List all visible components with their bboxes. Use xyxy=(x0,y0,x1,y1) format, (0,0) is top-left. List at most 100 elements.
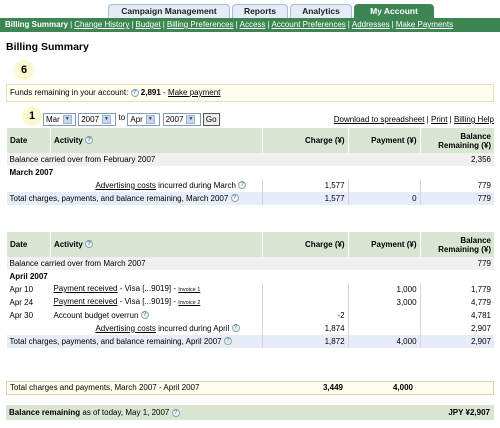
table-row: Apr 24 Payment received - Visa [...9019]… xyxy=(6,296,494,309)
header-activity: Activity ? xyxy=(49,232,263,257)
advertising-costs-link[interactable]: Advertising costs xyxy=(95,323,156,333)
tab-campaign-management[interactable]: Campaign Management xyxy=(108,4,230,18)
carried-balance: 779 xyxy=(420,257,494,270)
chevron-down-icon: ▼ xyxy=(186,115,196,125)
payment-received-link[interactable]: Payment received xyxy=(53,284,118,293)
help-icon[interactable]: ? xyxy=(223,337,232,346)
help-icon[interactable]: ? xyxy=(230,194,239,203)
subnav-change-history[interactable]: Change History xyxy=(74,20,130,29)
row-payment xyxy=(347,179,421,192)
table-row: Apr 30 Account budget overrun ? -2 4,781 xyxy=(6,309,494,322)
funds-label: Funds remaining in your account: xyxy=(10,88,129,97)
total-label: Total charges, payments, and balance rem… xyxy=(6,335,263,348)
table-row: Advertising costs incurred during March … xyxy=(6,179,494,192)
from-month-select[interactable]: Mar ▼ xyxy=(43,113,76,126)
subnav-budget[interactable]: Budget xyxy=(135,20,161,29)
row-balance: 4,781 xyxy=(419,309,494,322)
row-balance: 1,779 xyxy=(419,283,494,296)
row-balance: 2,907 xyxy=(419,322,494,335)
header-balance: Balance Remaining (¥) xyxy=(419,232,494,257)
row-activity: Payment received - Visa [...9019] - Invo… xyxy=(50,283,263,296)
help-icon[interactable]: ? xyxy=(231,324,240,333)
row-balance: 4,779 xyxy=(419,296,494,309)
row-charge: 1,577 xyxy=(261,179,349,192)
make-payment-link[interactable]: Make payment xyxy=(167,88,221,97)
header-charge: Charge (¥) xyxy=(261,128,349,153)
carried-balance: 2,356 xyxy=(420,153,494,166)
callout-badge: 6 xyxy=(14,60,34,80)
help-icon[interactable]: ? xyxy=(85,136,94,145)
subnav-billing-preferences[interactable]: Billing Preferences xyxy=(166,20,234,29)
month-label: March 2007 xyxy=(6,166,494,179)
subnav-make-payments[interactable]: Make Payments xyxy=(395,20,454,29)
header-date: Date xyxy=(6,128,51,153)
total-payment: 0 xyxy=(347,192,421,205)
help-icon[interactable]: ? xyxy=(140,311,149,320)
month-label: April 2007 xyxy=(6,270,494,283)
chevron-down-icon: ▼ xyxy=(102,115,112,125)
row-payment: 1,000 xyxy=(347,283,421,296)
header-charge: Charge (¥) xyxy=(261,232,349,257)
invoice-link[interactable]: Invoice 2 xyxy=(178,300,201,306)
grand-total-label: Total charges and payments, March 2007 -… xyxy=(10,383,200,392)
tab-reports[interactable]: Reports xyxy=(232,4,288,18)
total-charge: 1,872 xyxy=(261,335,349,348)
table-row: Balance carried over from March 2007 779 xyxy=(6,257,494,270)
help-icon[interactable]: ? xyxy=(85,240,94,249)
table-row: Balance carried over from February 2007 … xyxy=(6,153,494,166)
row-activity: Advertising costs incurred during April … xyxy=(50,322,263,335)
to-year-select[interactable]: 2007 ▼ xyxy=(162,113,201,126)
header-payment: Payment (¥) xyxy=(347,232,421,257)
help-icon[interactable]: ? xyxy=(238,181,247,190)
total-balance: 779 xyxy=(419,192,494,205)
total-charge: 1,577 xyxy=(261,192,349,205)
chevron-down-icon: ▼ xyxy=(145,115,155,125)
print-link[interactable]: Print xyxy=(430,115,448,124)
from-year-select[interactable]: 2007 ▼ xyxy=(78,113,117,126)
to-label: to xyxy=(118,113,126,122)
download-spreadsheet-link[interactable]: Download to spreadsheet xyxy=(333,115,425,124)
funds-remaining-box: Funds remaining in your account: ? 2,891… xyxy=(6,84,494,102)
to-month-select[interactable]: Apr ▼ xyxy=(127,113,161,126)
billing-table-march: Date Activity ? Charge (¥) Payment (¥) B… xyxy=(6,128,494,205)
go-button[interactable]: Go xyxy=(202,113,220,126)
row-activity: Account budget overrun ? xyxy=(50,309,263,322)
subnav-bar: Billing Summary | Change History | Budget | Bi… xyxy=(0,18,500,32)
invoice-link[interactable]: Invoice 1 xyxy=(178,287,201,293)
table-row: March 2007 xyxy=(6,166,494,179)
carried-label: Balance carried over from March 2007 xyxy=(6,257,421,270)
subnav-account-preferences[interactable]: Account Preferences xyxy=(271,20,346,29)
billing-table-april: Date Activity ? Charge (¥) Payment (¥) B… xyxy=(6,232,494,348)
subnav-access[interactable]: Access xyxy=(239,20,266,29)
total-label: Total charges, payments, and balance rem… xyxy=(6,192,263,205)
payment-received-link[interactable]: Payment received xyxy=(53,297,118,306)
row-date: Apr 10 xyxy=(6,283,51,296)
header-activity: Activity ? xyxy=(49,128,263,153)
row-payment: 3,000 xyxy=(347,296,421,309)
header-balance: Balance Remaining (¥) xyxy=(419,128,494,153)
header-payment: Payment (¥) xyxy=(347,128,421,153)
tab-my-account[interactable]: My Account xyxy=(354,4,434,19)
row-balance: 779 xyxy=(419,179,494,192)
balance-today-label-bold: Balance remaining xyxy=(9,408,81,417)
total-balance: 2,907 xyxy=(419,335,494,348)
row-charge xyxy=(261,296,349,309)
row-activity: Payment received - Visa [...9019] - Invo… xyxy=(50,296,263,309)
advertising-costs-link[interactable]: Advertising costs xyxy=(95,180,156,190)
help-icon[interactable]: ? xyxy=(171,408,180,417)
row-date xyxy=(6,322,51,335)
tab-analytics[interactable]: Analytics xyxy=(290,4,352,18)
table-row: Advertising costs incurred during April … xyxy=(6,322,494,335)
row-charge: 1,874 xyxy=(261,322,349,335)
row-charge xyxy=(261,283,349,296)
billing-help-link[interactable]: Billing Help xyxy=(453,115,494,124)
help-icon[interactable]: ? xyxy=(130,88,139,97)
header-date: Date xyxy=(6,232,51,257)
chevron-down-icon: ▼ xyxy=(62,115,72,125)
table-row: Total charges, payments, and balance rem… xyxy=(6,335,494,348)
table-row: Total charges, payments, and balance rem… xyxy=(6,192,494,205)
table-row: Apr 10 Payment received - Visa [...9019]… xyxy=(6,283,494,296)
balance-today-amount: JPY ¥2,907 xyxy=(448,408,490,417)
subnav-addresses[interactable]: Addresses xyxy=(351,20,390,29)
subnav-billing-summary[interactable]: Billing Summary xyxy=(5,20,69,29)
